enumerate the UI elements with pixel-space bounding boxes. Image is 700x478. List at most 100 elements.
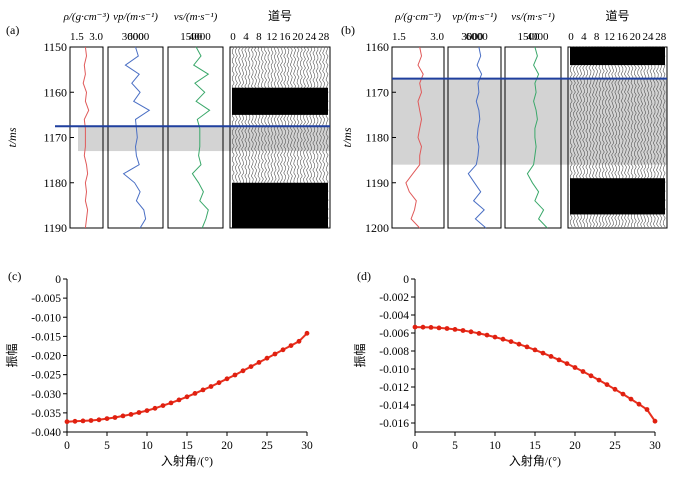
- amplitude-point: [224, 376, 230, 382]
- y-tick-label: -0.002: [379, 292, 409, 304]
- gather-tick-label: 12: [604, 31, 615, 43]
- panel-label: (a): [6, 23, 19, 37]
- gather-tick-label: 0: [230, 31, 236, 43]
- amplitude-point: [248, 364, 254, 369]
- gather-tick-label: 4: [243, 31, 249, 43]
- amplitude-point: [272, 351, 278, 357]
- amplitude-point: [152, 405, 158, 411]
- amplitude-point: [136, 410, 142, 415]
- amplitude-point: [200, 387, 206, 393]
- track-header-label: vp/(m·s⁻¹): [452, 11, 497, 23]
- y-tick-label: -0.012: [379, 382, 409, 394]
- track-header-label: vp/(m·s⁻¹): [113, 11, 158, 23]
- gather-tick-label: 24: [642, 31, 654, 43]
- amplitude-point: [144, 408, 150, 413]
- amplitude-point: [516, 341, 522, 347]
- track-header-label: ρ/(g·cm⁻³): [394, 11, 441, 23]
- amplitude-point: [420, 324, 426, 330]
- amplitude-point: [604, 382, 610, 387]
- amplitude-point: [532, 347, 538, 353]
- amplitude-point: [412, 324, 418, 330]
- gather-header-label: 道号: [268, 9, 292, 23]
- y-tick-label: 1200: [365, 221, 389, 235]
- amplitude-line: [66, 332, 308, 423]
- track-frame: [447, 46, 502, 229]
- track-frame: [167, 46, 224, 229]
- panel-d-amplitude-chart: (d) 0 -0.002 -0.004 -0.006 -0.008 -0.010 -0.012…: [352, 269, 661, 468]
- y-tick-label: -0.005: [31, 293, 61, 305]
- panel-label: (d): [357, 269, 371, 283]
- amplitude-point: [184, 394, 190, 400]
- x-tick-label: 25: [261, 440, 273, 452]
- amplitude-point: [444, 326, 450, 331]
- panel-c-amplitude-chart: (c) 0 -0.005 -0.010 -0.015 -0.020 -0.025 -0.030…: [4, 269, 313, 468]
- x-tick-label: 5: [104, 440, 110, 452]
- log-curve-density: [405, 46, 424, 229]
- y-axis-label: t/ms: [5, 127, 19, 147]
- amplitude-point: [476, 331, 482, 336]
- y-axis-label: 振幅: [4, 343, 19, 367]
- track-tick-label: 4000: [189, 31, 212, 43]
- y-tick-label: -0.014: [379, 400, 409, 412]
- amplitude-point: [588, 373, 594, 379]
- amplitude-point: [524, 344, 530, 350]
- amplitude-point: [564, 361, 570, 366]
- amplitude-point: [636, 401, 642, 407]
- y-tick-label: -0.016: [379, 418, 409, 430]
- log-curve-vp: [467, 46, 487, 229]
- y-tick-label: 1180: [43, 176, 67, 190]
- track-header-label: vs/(m·s⁻¹): [174, 11, 218, 23]
- y-tick-label: -0.004: [379, 310, 409, 322]
- amplitude-point: [128, 412, 134, 417]
- amplitude-point: [88, 418, 94, 423]
- x-tick-label: 20: [221, 440, 233, 452]
- amplitude-point: [572, 365, 578, 370]
- amplitude-point: [540, 350, 546, 356]
- amplitude-point: [120, 413, 126, 419]
- amplitude-point: [580, 369, 586, 374]
- amplitude-point: [304, 330, 310, 336]
- x-axis-label: 入射角/(°): [161, 453, 213, 468]
- amplitude-point: [492, 334, 498, 340]
- log-curve-vs: [191, 46, 211, 229]
- y-tick-label: 1160: [365, 40, 389, 54]
- gather-tick-label: 8: [256, 31, 262, 43]
- track-tick-label: 3000: [461, 31, 484, 43]
- amplitude-point: [280, 347, 286, 353]
- y-tick-label: 1190: [43, 221, 67, 235]
- x-tick-label: 0: [412, 440, 418, 452]
- track-tick-label: 1.5: [392, 31, 406, 43]
- amplitude-point: [644, 407, 650, 412]
- shaded-interval: [392, 78, 667, 165]
- log-curve-vs: [526, 46, 548, 229]
- x-tick-label: 20: [569, 440, 581, 452]
- track-tick-label: 1500: [517, 31, 540, 43]
- track-tick-label: 4000: [527, 31, 550, 43]
- y-tick-label: -0.025: [31, 370, 61, 382]
- y-tick-label: 1160: [43, 85, 67, 99]
- gather-tick-label: 20: [292, 31, 304, 43]
- amplitude-point: [104, 416, 110, 421]
- amplitude-point: [296, 338, 302, 344]
- y-axis-label: t/ms: [340, 127, 354, 147]
- amplitude-point: [112, 415, 118, 420]
- x-axis-label: 入射角/(°): [509, 453, 561, 468]
- x-tick-label: 5: [452, 440, 458, 452]
- amplitude-point: [160, 403, 166, 408]
- track-tick-label: 6000: [127, 31, 150, 43]
- amplitude-point: [628, 396, 634, 402]
- amplitude-point: [596, 377, 602, 383]
- gather-header-label: 道号: [605, 9, 629, 23]
- track-tick-label: 3.0: [89, 31, 103, 43]
- amplitude-point: [96, 417, 102, 423]
- amplitude-point: [192, 391, 198, 396]
- amplitude-point: [176, 397, 182, 403]
- seismic-event: [232, 87, 328, 115]
- track-tick-label: 6000: [466, 31, 489, 43]
- track-frame: [504, 46, 562, 229]
- seismic-event: [570, 178, 665, 215]
- amplitude-point: [256, 360, 262, 365]
- track-header-label: ρ/(g·cm⁻³): [63, 11, 110, 23]
- amplitude-point: [168, 400, 174, 406]
